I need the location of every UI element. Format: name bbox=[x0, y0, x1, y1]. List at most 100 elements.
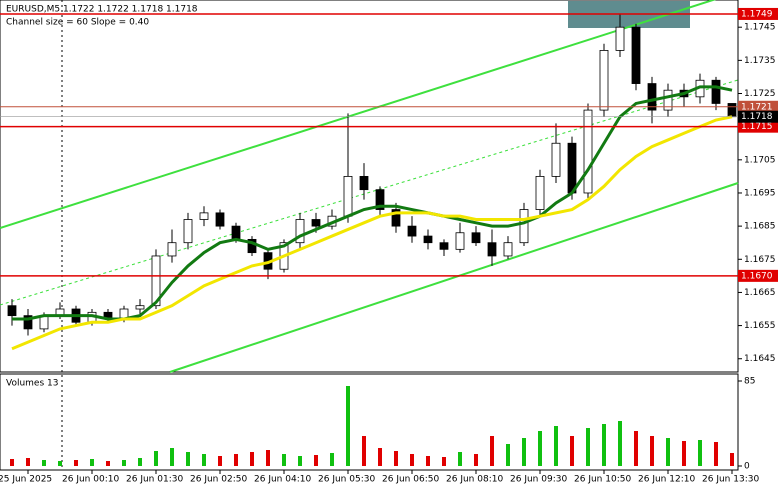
price-level-label: 1.1721 bbox=[741, 102, 773, 112]
volume-bar bbox=[426, 456, 430, 466]
volume-bar bbox=[666, 438, 670, 466]
volume-bar bbox=[506, 444, 510, 466]
candle-body bbox=[583, 109, 593, 194]
volume-bar bbox=[522, 438, 526, 466]
price-level-label: 1.1715 bbox=[741, 122, 773, 132]
candle-body bbox=[455, 232, 465, 250]
volume-bar bbox=[58, 461, 62, 466]
volume-bar bbox=[490, 436, 494, 466]
x-tick-label: 25 Jun 2025 bbox=[0, 475, 52, 485]
x-tick-label: 26 Jun 08:10 bbox=[446, 475, 503, 485]
channel-upper bbox=[0, 0, 717, 229]
volume-bar bbox=[586, 428, 590, 466]
candle-body bbox=[519, 209, 529, 244]
x-tick-label: 26 Jun 09:30 bbox=[510, 475, 567, 485]
candle-body bbox=[199, 212, 209, 220]
volume-bar bbox=[378, 448, 382, 466]
y-tick-label: 1.1645 bbox=[744, 354, 776, 364]
volume-bar bbox=[474, 454, 478, 466]
volume-bar bbox=[218, 456, 222, 466]
candle-body bbox=[647, 83, 657, 111]
volume-bar bbox=[314, 455, 318, 466]
candle-body bbox=[295, 219, 305, 244]
volume-bar bbox=[634, 431, 638, 466]
price-level-label: 1.1670 bbox=[741, 271, 773, 281]
candle-body bbox=[183, 219, 193, 244]
volume-bar bbox=[698, 440, 702, 466]
volume-bar bbox=[234, 454, 238, 466]
volume-bar bbox=[202, 454, 206, 466]
volume-bar bbox=[42, 460, 46, 466]
y-tick-label: 1.1735 bbox=[744, 56, 776, 66]
volume-label: Volumes 13 bbox=[6, 379, 58, 389]
candle-body bbox=[631, 26, 641, 84]
x-tick-label: 26 Jun 13:30 bbox=[702, 475, 759, 485]
x-tick-label: 26 Jun 12:10 bbox=[638, 475, 695, 485]
volume-bar bbox=[250, 452, 254, 466]
moving-average bbox=[12, 85, 733, 321]
volume-bar bbox=[138, 458, 142, 466]
volume-bar bbox=[362, 436, 366, 466]
volume-bar bbox=[90, 459, 94, 466]
candle-body bbox=[7, 305, 17, 317]
y-tick-label: 1.1695 bbox=[744, 188, 776, 198]
candle-body bbox=[423, 235, 433, 244]
candle-body bbox=[663, 89, 673, 111]
x-tick-label: 26 Jun 10:50 bbox=[574, 475, 631, 485]
volume-bar bbox=[570, 436, 574, 466]
candle-body bbox=[615, 26, 625, 51]
volume-bar bbox=[266, 450, 270, 466]
candle-body bbox=[439, 242, 449, 250]
candle-body bbox=[343, 175, 353, 217]
candle-body bbox=[567, 142, 577, 194]
candle-body bbox=[535, 175, 545, 210]
candle-body bbox=[471, 232, 481, 244]
price-level-tag bbox=[738, 120, 778, 133]
candle-body bbox=[711, 79, 721, 104]
candle-body bbox=[391, 209, 401, 227]
x-tick-label: 26 Jun 00:10 bbox=[62, 475, 119, 485]
candle-body bbox=[551, 142, 561, 177]
y-tick-label: 1.1725 bbox=[744, 89, 776, 99]
indicator-label: Channel size = 60 Slope = 0.40 bbox=[6, 18, 149, 28]
moving-average bbox=[11, 115, 733, 351]
candle-body bbox=[599, 50, 609, 111]
volume-bar bbox=[458, 452, 462, 466]
volume-bar bbox=[10, 459, 14, 466]
volume-bar bbox=[106, 461, 110, 466]
volume-bar bbox=[410, 454, 414, 466]
channel-mid bbox=[0, 79, 739, 306]
volume-bar bbox=[298, 456, 302, 466]
y-tick-label: 1.1685 bbox=[744, 222, 776, 232]
x-tick-label: 26 Jun 04:10 bbox=[254, 475, 311, 485]
candle-body bbox=[231, 225, 241, 240]
candle-body bbox=[503, 242, 513, 257]
y-tick-label: 1.1675 bbox=[744, 255, 776, 265]
volume-panel bbox=[0, 373, 739, 471]
channel-lower bbox=[169, 182, 739, 373]
volume-bar bbox=[154, 451, 158, 466]
price-level-tag bbox=[738, 100, 778, 113]
x-tick-label: 26 Jun 06:50 bbox=[382, 475, 439, 485]
x-tick-label: 26 Jun 02:50 bbox=[190, 475, 247, 485]
volume-bar bbox=[602, 424, 606, 466]
candle-body bbox=[247, 238, 257, 254]
volume-bar bbox=[650, 436, 654, 466]
volume-tick-label: 85 bbox=[744, 377, 755, 387]
y-tick-label: 1.1655 bbox=[744, 321, 776, 331]
price-level-label: 1.1749 bbox=[741, 9, 773, 19]
volume-bar bbox=[730, 453, 734, 466]
volume-bar bbox=[186, 452, 190, 466]
volume-bar bbox=[122, 460, 126, 466]
price-level-tag bbox=[738, 7, 778, 20]
candle-body bbox=[135, 305, 145, 310]
y-tick-label: 1.1665 bbox=[744, 288, 776, 298]
current-price-tag bbox=[738, 110, 778, 123]
volume-bar bbox=[554, 426, 558, 466]
candle-body bbox=[167, 242, 177, 257]
volume-bar bbox=[682, 441, 686, 466]
volume-bar bbox=[442, 457, 446, 466]
volume-bar bbox=[538, 431, 542, 466]
candle-body bbox=[487, 242, 497, 257]
